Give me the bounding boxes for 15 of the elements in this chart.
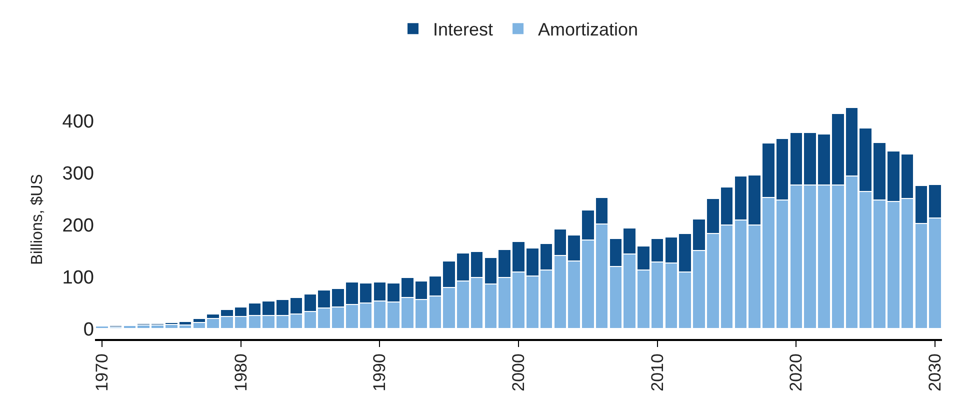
y-tick-label: 300 (62, 163, 94, 184)
y-tick-label: 200 (62, 215, 94, 236)
x-tick-label: 1990 (370, 354, 390, 392)
y-tick-label: 400 (62, 111, 94, 132)
x-tick-label: 1970 (92, 354, 112, 392)
y-axis-title: Billions, $US (29, 174, 46, 265)
x-tick-label: 2010 (648, 354, 667, 392)
y-tick-label: 100 (62, 267, 94, 288)
x-tick-label: 2000 (509, 354, 528, 392)
legend-label: Amortization (538, 20, 638, 40)
x-tick-label: 2030 (926, 354, 945, 392)
y-tick-label: 0 (83, 319, 94, 340)
x-tick-label: 1980 (231, 354, 250, 392)
x-tick-label: 2020 (786, 354, 806, 392)
legend-label: Interest (433, 20, 494, 40)
